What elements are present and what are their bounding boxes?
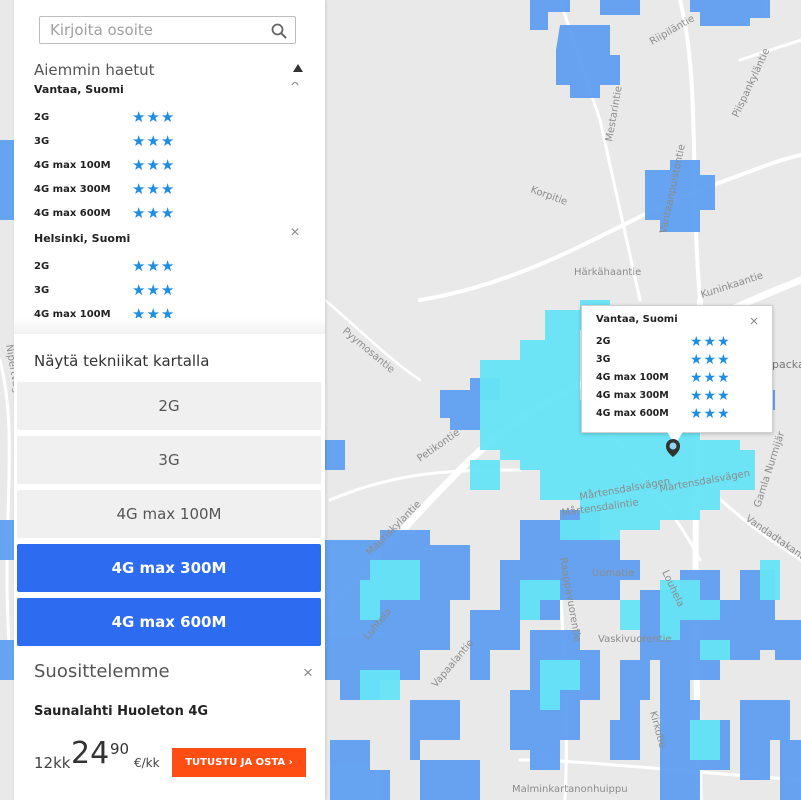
popup-tech-row: 2G ★★★ [596, 333, 756, 351]
star-rating: ★★★ [132, 282, 176, 299]
star-rating: ★★★ [690, 333, 731, 349]
tech-name: 2G [34, 261, 50, 272]
history-location[interactable]: Helsinki, Suomi [34, 232, 131, 245]
history-tech-row: 3G ★★★ [34, 281, 284, 301]
search-box[interactable] [39, 16, 296, 44]
star-rating: ★★★ [132, 258, 176, 275]
star-rating: ★★★ [132, 181, 176, 198]
product-name: Saunalahti Huoleton 4G [34, 704, 209, 719]
tech-name: 2G [596, 336, 611, 347]
tech-name: 3G [34, 136, 50, 147]
tech-name: 4G max 600M [34, 208, 111, 219]
list-scroll-fade [14, 318, 325, 334]
tech-name: 4G max 100M [596, 372, 669, 383]
star-rating: ★★★ [132, 157, 176, 174]
price-integer: 24 [71, 736, 110, 771]
search-input[interactable] [40, 21, 265, 39]
popup-location-name: Vantaa, Suomi [596, 314, 678, 325]
tech-name: 4G max 300M [596, 390, 669, 401]
price-decimals: 90 [110, 740, 130, 758]
star-rating: ★★★ [132, 109, 176, 126]
street-label: Härkähaantie [574, 267, 641, 278]
history-title: Aiemmin haetut [34, 61, 155, 79]
star-rating: ★★★ [132, 133, 176, 150]
tech-section-title: Näytä tekniikat kartalla [34, 352, 210, 370]
remove-location-button[interactable]: × [288, 224, 302, 241]
tech-name: 4G max 100M [34, 160, 111, 171]
tech-toggle-2g[interactable]: 2G [17, 382, 321, 430]
street-label: Vaskivuorentie [598, 634, 672, 645]
tech-name: 4G max 600M [596, 408, 669, 419]
close-icon: × [290, 82, 300, 91]
popup-tech-row: 3G ★★★ [596, 351, 756, 369]
tech-toggle-4g-600m[interactable]: 4G max 600M [17, 598, 321, 646]
close-icon: × [303, 663, 313, 682]
history-list[interactable]: Vantaa, Suomi × 2G ★★★ 3G ★★★ 4G max 100… [14, 82, 325, 328]
history-tech-row: 2G ★★★ [34, 257, 284, 277]
price-unit: €/kk [134, 756, 160, 770]
popup-close-button[interactable]: × [747, 313, 761, 330]
recommendation-title: Suosittelemme [34, 661, 170, 682]
contract-term: 12kk [34, 754, 71, 772]
location-pin-icon[interactable] [664, 438, 682, 458]
tech-name: 4G max 300M [34, 184, 111, 195]
tech-toggle-4g-100m[interactable]: 4G max 100M [17, 490, 321, 538]
history-tech-row: 4G max 300M ★★★ [34, 180, 284, 200]
close-icon: × [290, 224, 300, 241]
popup-tech-row: 4G max 300M ★★★ [596, 387, 756, 405]
star-rating: ★★★ [690, 405, 731, 421]
star-rating: ★★★ [132, 205, 176, 222]
tech-toggle-3g[interactable]: 3G [17, 436, 321, 484]
popup-tech-row: 4G max 100M ★★★ [596, 369, 756, 387]
close-icon: × [749, 313, 759, 330]
history-tech-row: 3G ★★★ [34, 132, 284, 152]
street-label: packa [772, 358, 801, 371]
search-icon[interactable] [271, 23, 287, 39]
star-rating: ★★★ [690, 369, 731, 385]
remove-location-button[interactable]: × [288, 82, 302, 91]
recommendation-close-button[interactable]: × [301, 663, 315, 682]
location-popup: Vantaa, Suomi × 2G ★★★ 3G ★★★ 4G max 100… [581, 305, 773, 433]
history-tech-row: 4G max 100M ★★★ [34, 156, 284, 176]
collapse-up-icon[interactable] [292, 63, 304, 73]
street-label: Uomatie [592, 568, 634, 579]
tech-name: 3G [34, 285, 50, 296]
history-tech-row: 2G ★★★ [34, 108, 284, 128]
history-location[interactable]: Vantaa, Suomi [34, 83, 124, 96]
tech-toggle-4g-300m[interactable]: 4G max 300M [17, 544, 321, 592]
star-rating: ★★★ [690, 351, 731, 367]
tech-name: 3G [596, 354, 611, 365]
side-panel: Aiemmin haetut Vantaa, Suomi × 2G ★★★ 3G… [14, 0, 325, 800]
tech-name: 4G max 100M [34, 309, 111, 320]
buy-button[interactable]: TUTUSTU JA OSTA › [172, 748, 306, 777]
history-tech-row: 4G max 600M ★★★ [34, 204, 284, 224]
popup-tech-row: 4G max 600M ★★★ [596, 405, 756, 423]
tech-name: 2G [34, 112, 50, 123]
street-label: Malminkartanonhuippu [512, 784, 628, 795]
star-rating: ★★★ [690, 387, 731, 403]
